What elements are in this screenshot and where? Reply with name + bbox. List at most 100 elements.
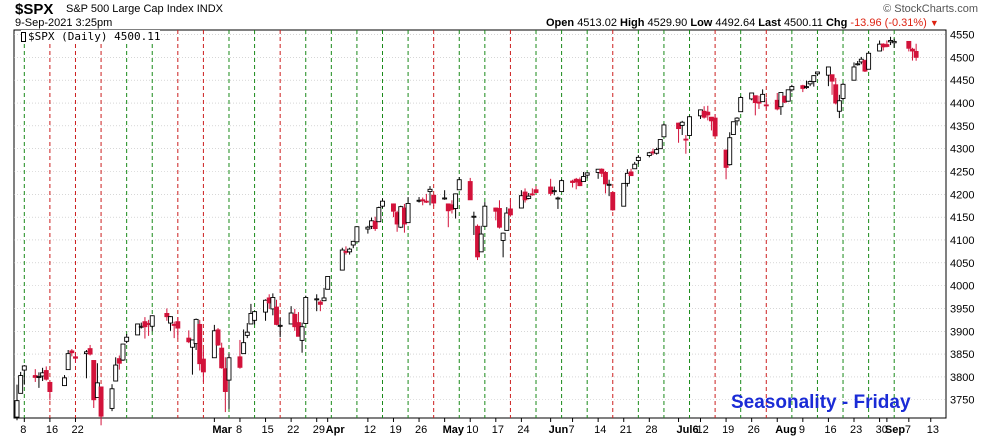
candle-body (226, 357, 232, 381)
y-tick-label: 4400 (950, 98, 974, 110)
candle-body (730, 121, 736, 135)
candle-body (555, 197, 561, 200)
candle-body (734, 117, 740, 122)
candle-body (621, 182, 627, 207)
x-tick-label: 16 (46, 424, 58, 436)
candle-body (760, 93, 766, 103)
candle-body (877, 43, 883, 52)
candle-body (833, 84, 839, 104)
candle-body (657, 139, 663, 150)
quote-line: Open 4513.02 High 4529.90 Low 4492.64 La… (546, 17, 939, 29)
low-label: Low (690, 17, 713, 29)
x-tick-label: 14 (594, 424, 606, 436)
open-label: Open (546, 17, 575, 29)
x-tick-label: Aug (775, 424, 796, 436)
x-tick-label: Apr (326, 424, 346, 436)
candle-body (471, 215, 477, 218)
candle-body (65, 353, 71, 371)
y-tick-label: 4150 (950, 212, 974, 224)
x-tick-label: 23 (850, 424, 862, 436)
candle-body (427, 188, 433, 193)
y-tick-label: 4000 (950, 281, 974, 293)
low-value: 4492.64 (715, 17, 756, 29)
candle-body (683, 138, 689, 141)
candle-body (62, 377, 67, 387)
candle-body (804, 86, 809, 89)
candle-body (789, 86, 795, 91)
candle-body (244, 331, 250, 336)
seasonality-annotation: Seasonality - Friday (731, 392, 911, 413)
candle-body (763, 104, 769, 107)
ticker-symbol: $SPX (15, 1, 54, 18)
candle-body (197, 323, 203, 365)
candle-body (87, 348, 93, 355)
candle-body (829, 74, 835, 82)
x-tick-label: 15 (262, 424, 274, 436)
candle-body (529, 193, 535, 196)
high-value: 4529.90 (647, 17, 688, 29)
x-tick-label: 17 (492, 424, 504, 436)
candle-body (851, 66, 857, 81)
candle-body (325, 276, 331, 290)
x-tick-label: Mar (212, 424, 232, 436)
x-tick-label: 30 (876, 424, 888, 436)
x-tick-label: 12 (696, 424, 708, 436)
last-label: Last (758, 17, 781, 29)
candle-body (263, 299, 268, 313)
candle-body (712, 117, 718, 137)
candle-body (47, 381, 53, 392)
candle-body (518, 195, 524, 209)
candle-body (380, 200, 385, 207)
candle-body (727, 137, 733, 166)
candle-body (482, 205, 488, 227)
y-tick-label: 3750 (950, 395, 974, 407)
candle-body (391, 203, 396, 212)
candle-body (756, 101, 762, 104)
security-name: S&P 500 Large Cap Index INDX (66, 3, 223, 15)
candle-body (906, 40, 912, 49)
candle-body (559, 180, 565, 193)
candle-body (303, 297, 309, 324)
x-tick-label: 22 (71, 424, 83, 436)
candle-body (164, 313, 170, 318)
candle-body (14, 400, 20, 418)
x-tick-label: 26 (748, 424, 760, 436)
candle-body (551, 190, 557, 193)
candle-body (577, 179, 583, 187)
candle-body (321, 297, 327, 302)
y-tick-label: 3950 (950, 303, 974, 315)
exchange-code: INDX (196, 3, 223, 15)
candle-body (175, 321, 181, 329)
candle-body (376, 207, 382, 223)
candle-body (274, 306, 279, 325)
candle-body (913, 50, 919, 58)
chart-header: $SPX S&P 500 Large Cap Index INDX © Stoc… (0, 0, 990, 30)
x-tick-label: 22 (287, 424, 299, 436)
candle-body (292, 313, 298, 328)
legend-text: $SPX (Daily) 4500.11 (28, 30, 161, 43)
candle-body (752, 95, 758, 104)
candle-body (339, 249, 345, 271)
y-tick-label: 3900 (950, 326, 974, 338)
y-tick-label: 3800 (950, 372, 974, 384)
x-tick-label: 24 (517, 424, 529, 436)
candle-body (811, 75, 817, 83)
x-tick-label: 26 (415, 424, 427, 436)
candle-body (73, 356, 78, 359)
candle-body (581, 176, 586, 182)
y-tick-label: 4100 (950, 235, 974, 247)
candle-body (687, 116, 692, 136)
candle-body (467, 181, 473, 201)
y-tick-label: 4500 (950, 52, 974, 64)
x-tick-label: 7 (569, 424, 575, 436)
x-tick-label: 8 (236, 424, 242, 436)
candle-body (584, 172, 590, 176)
y-tick-label: 4050 (950, 258, 974, 270)
x-tick-label: May (443, 424, 465, 436)
last-value: 4500.11 (783, 17, 823, 29)
open-value: 4513.02 (577, 17, 617, 29)
candle-body (347, 248, 353, 253)
candle-body (116, 358, 122, 364)
candle-body (910, 48, 915, 52)
candle-body (628, 171, 634, 177)
